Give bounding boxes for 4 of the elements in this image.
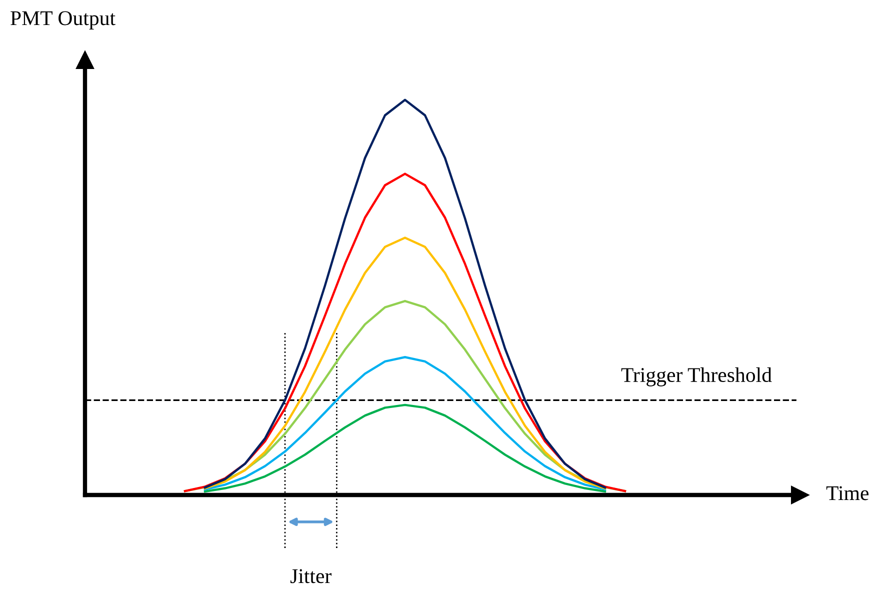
text: Jitter [290,569,332,584]
y-axis-title: PMT Output [10,11,116,30]
ref-line-label: Trigger Threshold [621,367,772,386]
text: Time [826,486,869,500]
